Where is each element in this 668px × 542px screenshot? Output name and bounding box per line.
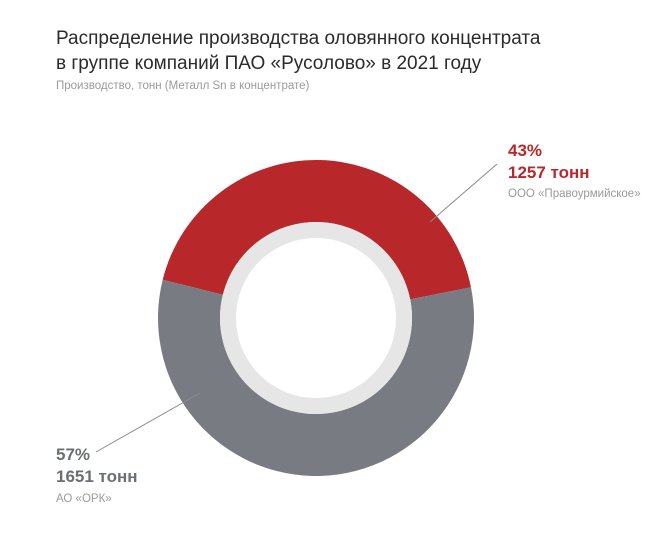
title-line-2: в группе компаний ПАО «Русолово» в 2021 …: [56, 53, 482, 74]
title-line-1: Распределение производства оловянного ко…: [56, 28, 541, 49]
slice-2-value-label: 1651 тонн: [56, 467, 138, 486]
donut-inner-ring: [220, 222, 412, 414]
donut-slice-2: [157, 279, 474, 477]
chart-title: Распределение производства оловянного ко…: [56, 26, 616, 76]
donut-slice-1: [162, 160, 471, 300]
slice-1-value-label: 1257 тонн: [508, 163, 590, 182]
slice-1-name-label: ООО «Правоурмийское»: [508, 188, 641, 200]
slice-2-percent-label: 57%: [56, 445, 91, 464]
chart-subtitle: Производство, тонн (Металл Sn в концентр…: [56, 80, 310, 92]
slice-1-percent-label: 43%: [508, 141, 543, 160]
slice-2-name-label: АО «ОРК»: [56, 493, 112, 505]
leader-line-slice-1: [429, 163, 498, 223]
leader-line-slice-2: [95, 392, 201, 453]
